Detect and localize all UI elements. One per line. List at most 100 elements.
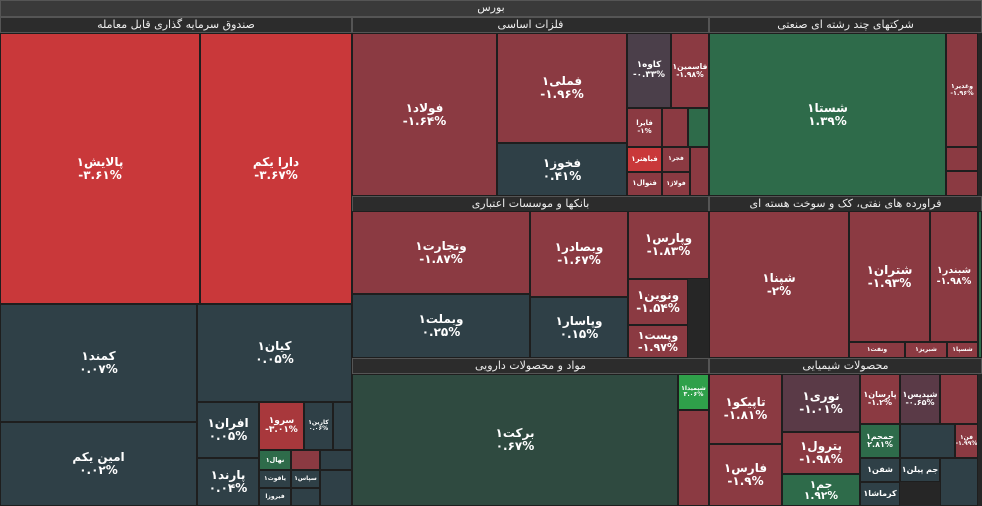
stock-tile: کیان۱ ۰.۰۵%: [197, 304, 352, 402]
stock-tile: ونوین۱ -۱.۵۴%: [628, 279, 688, 325]
stock-symbol: شبریز۱: [915, 345, 937, 353]
stock-symbol: سپاس۱: [294, 474, 317, 482]
stock-tile: وپارس۱ -۱.۸۳%: [628, 211, 709, 279]
sector-header: فراورده های نفتی، کک و سوخت هسته ای: [709, 196, 982, 212]
stock-symbol: پالایش۱: [76, 154, 124, 169]
stock-tile: وبملت۱ ۰.۲۵%: [352, 294, 530, 358]
tile: [320, 470, 352, 506]
sector-header: شرکتهای چند رشته ای صنعتی: [709, 17, 982, 33]
stock-change: ۱.۹۲%: [803, 489, 839, 502]
stock-symbol: فولاد۱: [405, 100, 444, 115]
stock-change: -۱.۹۳%: [867, 275, 912, 290]
stock-tile: کارین۱ ۰.۰۶%: [304, 402, 333, 450]
stock-tile: دارا یکم -۳.۶۷%: [200, 33, 352, 304]
stock-tile: وتجارت۱ -۱.۸۷%: [352, 211, 530, 294]
stock-change: -۱.۶۴%: [402, 113, 447, 128]
stock-change: ۰.۰۵%: [208, 429, 248, 443]
tile: [946, 147, 978, 171]
stock-symbol: فارس۱: [723, 461, 768, 476]
stock-change: ۲.۸۱%: [867, 440, 893, 449]
stock-symbol: ونفت۱: [866, 345, 888, 353]
stock-tile: شیمیدا۱ ۳.۰۶%: [678, 374, 709, 410]
stock-tile: شتران۱ -۱.۹۳%: [849, 211, 930, 342]
stock-change: -۲%: [766, 283, 792, 298]
stock-symbol: فاسمین۱: [672, 61, 708, 71]
stock-change: -۱.۹۸%: [676, 69, 704, 79]
tile: [900, 424, 955, 458]
stock-tile: فنوال۱: [627, 172, 662, 196]
stock-symbol: شپنا۱: [762, 270, 796, 285]
stock-change: -۳.۶۷%: [254, 167, 298, 182]
tile: [291, 450, 320, 470]
stock-tile: امین یکم ۰.۰۲%: [0, 422, 197, 506]
stock-tile: فاسمین۱ -۱.۹۸%: [671, 33, 709, 108]
stock-tile: فخوز۱ ۰.۴۱%: [497, 143, 627, 196]
stock-symbol: یاقوت۱: [264, 474, 286, 482]
stock-change: -۱%: [637, 126, 652, 135]
stock-change: -۱.۶۷%: [557, 253, 601, 267]
stock-symbol: فن۱: [960, 433, 973, 441]
stock-symbol: فخوز۱: [542, 155, 582, 170]
stock-symbol: وپارس۱: [644, 231, 693, 246]
stock-symbol: افران۱: [207, 416, 249, 431]
stock-symbol: شپدیس۱: [902, 389, 938, 399]
stock-tile: سپاس۱: [291, 470, 320, 488]
stock-tile: تاپیکو۱ -۱.۸۱%: [709, 374, 782, 444]
stock-change: ۰.۰۵%: [255, 352, 294, 366]
stock-tile: نهال۱: [259, 450, 291, 470]
stock-symbol: وبصادر۱: [554, 240, 604, 255]
tile: [946, 171, 978, 196]
stock-symbol: کیان۱: [257, 339, 292, 354]
stock-symbol: تاپیکو۱: [725, 395, 766, 410]
sector-header: مواد و محصولات دارویی: [352, 358, 709, 374]
stock-symbol: فملی۱: [541, 74, 583, 89]
stock-tile: جم۱ ۱.۹۲%: [782, 474, 860, 506]
stock-change: -۱.۰۱%: [799, 402, 843, 416]
stock-symbol: فایرا: [636, 119, 653, 128]
stock-change: ۰.۱۵%: [559, 326, 599, 341]
stock-tile: شبندر۱ -۱.۹۸%: [930, 211, 978, 342]
stock-tile: فجر۱: [662, 147, 690, 172]
stock-tile: فارس۱ -۱.۹%: [709, 444, 782, 506]
stock-tile: شسپا۱: [947, 342, 978, 358]
stock-tile: وبصادر۱ -۱.۶۷%: [530, 211, 628, 297]
tile: [978, 211, 982, 358]
stock-tile: وپست۱ -۱.۹۷%: [628, 325, 688, 358]
stock-tile: نوری۱ -۱.۰۱%: [782, 374, 860, 432]
stock-change: -۱.۹۹%: [955, 440, 978, 447]
stock-symbol: فولاژ۱: [666, 179, 686, 187]
stock-change: ۰.۶۷%: [495, 439, 535, 453]
tile: [320, 450, 352, 470]
stock-change: ۳.۰۶%: [683, 391, 704, 398]
stock-change: ۰.۰۲%: [79, 463, 118, 477]
tile: [940, 458, 978, 506]
stock-tile: افران۱ ۰.۰۵%: [197, 402, 259, 458]
stock-tile: شستا۱ ۱.۳۹%: [709, 33, 946, 196]
stock-tile: شپنا۱ -۲%: [709, 211, 849, 358]
stock-symbol: وغدیر۱: [950, 82, 974, 91]
stock-change: -۰.۶۵%: [905, 398, 935, 407]
stock-change: ۰.۰۶%: [308, 425, 329, 432]
stock-change: ۰.۰۷%: [79, 362, 118, 376]
stock-symbol: نهال۱: [265, 455, 285, 464]
stock-symbol: وبملت۱: [418, 312, 464, 327]
stock-tile: ونفت۱: [849, 342, 905, 358]
stock-change: -۱.۸۷%: [419, 251, 463, 266]
stock-symbol: پارسان۱: [863, 389, 897, 399]
stock-tile: پارسان۱ -۱.۲%: [860, 374, 900, 424]
stock-change: -۱.۵۴%: [636, 301, 680, 315]
stock-symbol: فجر۱: [668, 155, 684, 163]
tile: [690, 147, 709, 196]
stock-tile: فن۱ -۱.۹۹%: [955, 424, 978, 458]
stock-tile: یاقوت۱: [259, 470, 291, 488]
stock-symbol: شتران۱: [866, 262, 913, 277]
stock-change: -۱.۹۸%: [799, 452, 843, 466]
stock-symbol: وپاسار۱: [555, 313, 603, 328]
tile: [662, 108, 688, 147]
stock-change: -۱.۹۶%: [950, 89, 974, 97]
stock-symbol: کاوه۱: [636, 60, 662, 71]
stock-symbol: وتجارت۱: [415, 238, 467, 253]
stock-tile: جم پیلن۱: [900, 458, 940, 482]
stock-change: -۱.۸۳%: [646, 244, 691, 258]
